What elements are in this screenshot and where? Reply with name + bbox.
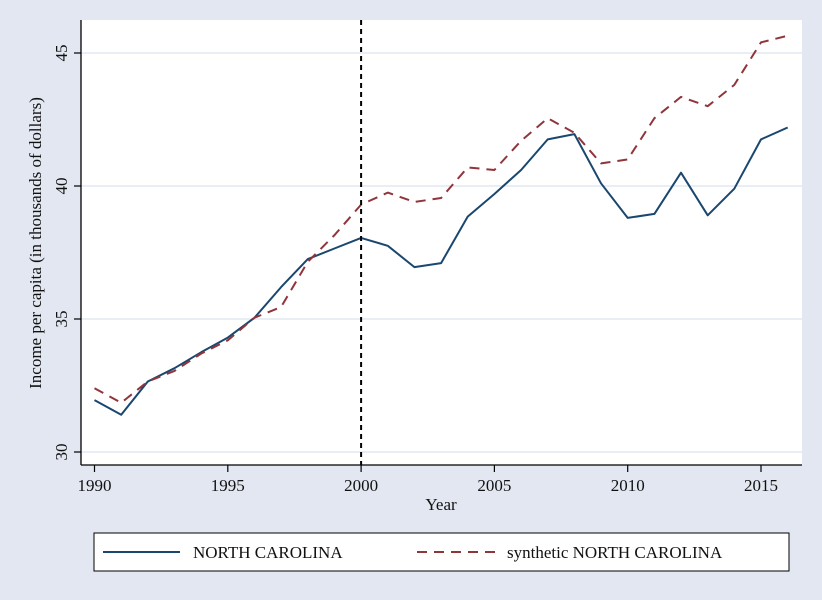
x-tick-label: 2015 (744, 476, 778, 495)
series-line-synthetic-north-carolina (94, 34, 788, 404)
series-line-north-carolina (94, 126, 789, 416)
y-tick-label: 45 (52, 45, 71, 62)
x-tick-label: 2005 (477, 476, 511, 495)
y-tick-label: 40 (52, 178, 71, 195)
legend: NORTH CAROLINA synthetic NORTH CAROLINA (93, 532, 790, 572)
legend-label-synthetic-north-carolina: synthetic NORTH CAROLINA (507, 543, 723, 562)
x-tick-label: 1995 (211, 476, 245, 495)
gridlines (81, 52, 802, 453)
x-tick-label: 2000 (344, 476, 378, 495)
plot-area (81, 20, 802, 465)
x-ticks: 1990 1995 2000 2005 2010 2015 (78, 465, 778, 495)
y-tick-label: 30 (52, 444, 71, 461)
x-axis-title: Year (425, 495, 457, 514)
y-axis-title: Income per capita (in thousands of dolla… (26, 97, 45, 389)
y-ticks: 30 35 40 45 (52, 45, 81, 461)
x-tick-label: 2010 (611, 476, 645, 495)
legend-label-north-carolina: NORTH CAROLINA (193, 543, 343, 562)
y-tick-label: 35 (52, 311, 71, 328)
x-tick-label: 1990 (78, 476, 112, 495)
